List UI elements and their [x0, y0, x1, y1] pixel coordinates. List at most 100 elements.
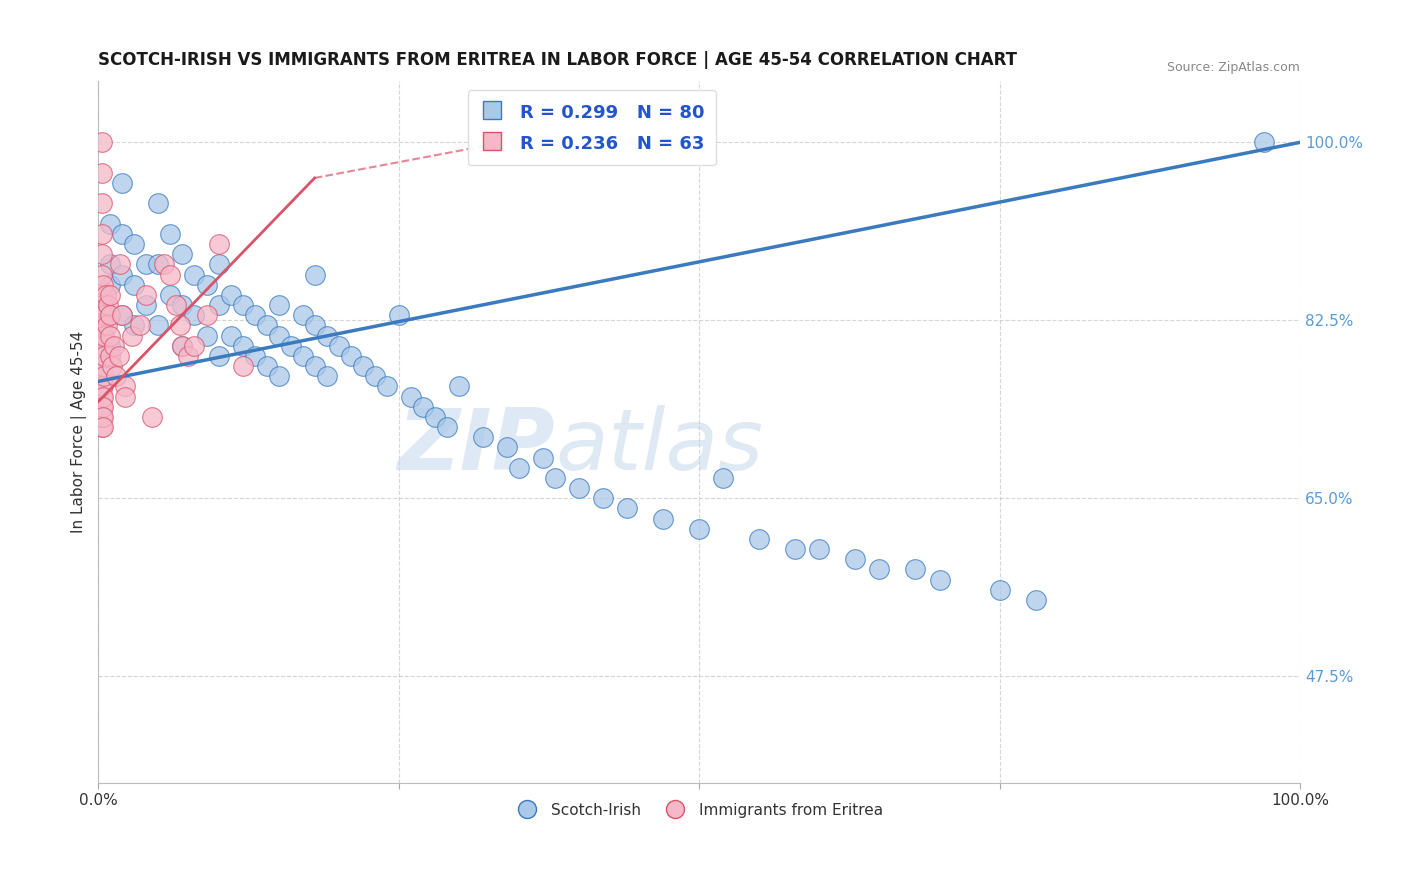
Text: SCOTCH-IRISH VS IMMIGRANTS FROM ERITREA IN LABOR FORCE | AGE 45-54 CORRELATION C: SCOTCH-IRISH VS IMMIGRANTS FROM ERITREA … [98, 51, 1018, 69]
Point [159, 288, 181, 302]
Point [267, 328, 290, 343]
Point [447, 379, 470, 393]
Point [844, 552, 866, 566]
Point [315, 369, 337, 384]
Point [103, 339, 125, 353]
Point [111, 227, 134, 241]
Point [91, 420, 114, 434]
Point [232, 359, 254, 373]
Point [1253, 136, 1275, 150]
Point [304, 318, 326, 333]
Point [91, 359, 114, 373]
Point [652, 511, 675, 525]
Point [785, 542, 807, 557]
Point [496, 441, 519, 455]
Legend: Scotch-Irish, Immigrants from Eritrea: Scotch-Irish, Immigrants from Eritrea [509, 797, 889, 824]
Point [808, 542, 831, 557]
Point [111, 308, 134, 322]
Point [107, 349, 129, 363]
Point [91, 379, 114, 393]
Point [339, 349, 361, 363]
Point [98, 257, 121, 271]
Point [328, 339, 350, 353]
Point [183, 268, 205, 282]
Point [91, 166, 114, 180]
Point [98, 308, 121, 322]
Point [91, 400, 114, 414]
Point [91, 268, 114, 282]
Point [568, 481, 591, 495]
Point [91, 298, 114, 312]
Point [172, 339, 194, 353]
Point [304, 359, 326, 373]
Point [471, 430, 494, 444]
Point [711, 471, 734, 485]
Point [105, 369, 128, 384]
Point [219, 288, 242, 302]
Point [183, 308, 205, 322]
Point [375, 379, 398, 393]
Point [207, 237, 229, 252]
Point [94, 288, 117, 302]
Point [91, 318, 114, 333]
Point [91, 227, 114, 241]
Text: Source: ZipAtlas.com: Source: ZipAtlas.com [1167, 62, 1301, 74]
Text: atlas: atlas [555, 405, 763, 488]
Point [148, 257, 170, 271]
Point [91, 390, 114, 404]
Point [91, 136, 114, 150]
Point [195, 308, 218, 322]
Point [688, 522, 710, 536]
Point [172, 298, 194, 312]
Point [177, 349, 200, 363]
Point [91, 409, 114, 424]
Point [436, 420, 458, 434]
Point [195, 328, 218, 343]
Point [166, 298, 188, 312]
Point [148, 196, 170, 211]
Point [100, 359, 122, 373]
Point [592, 491, 614, 506]
Point [91, 420, 114, 434]
Point [148, 318, 170, 333]
Point [98, 217, 121, 231]
Point [91, 409, 114, 424]
Point [159, 268, 181, 282]
Point [748, 532, 770, 546]
Point [243, 308, 266, 322]
Point [291, 308, 314, 322]
Point [91, 339, 114, 353]
Point [114, 390, 136, 404]
Point [124, 277, 146, 292]
Point [135, 298, 157, 312]
Point [91, 298, 114, 312]
Point [423, 409, 446, 424]
Point [153, 257, 176, 271]
Text: ZIP: ZIP [398, 405, 555, 488]
Point [114, 379, 136, 393]
Point [124, 237, 146, 252]
Point [91, 277, 114, 292]
Point [108, 257, 131, 271]
Point [904, 562, 927, 576]
Point [111, 176, 134, 190]
Point [97, 298, 120, 312]
Point [135, 288, 157, 302]
Point [304, 268, 326, 282]
Point [207, 349, 229, 363]
Point [91, 196, 114, 211]
Point [280, 339, 302, 353]
Point [98, 288, 121, 302]
Point [91, 328, 114, 343]
Point [169, 318, 191, 333]
Point [98, 328, 121, 343]
Point [172, 247, 194, 261]
Point [291, 349, 314, 363]
Point [91, 288, 114, 302]
Point [98, 277, 121, 292]
Point [232, 339, 254, 353]
Point [256, 359, 278, 373]
Point [988, 582, 1011, 597]
Point [91, 369, 114, 384]
Point [91, 359, 114, 373]
